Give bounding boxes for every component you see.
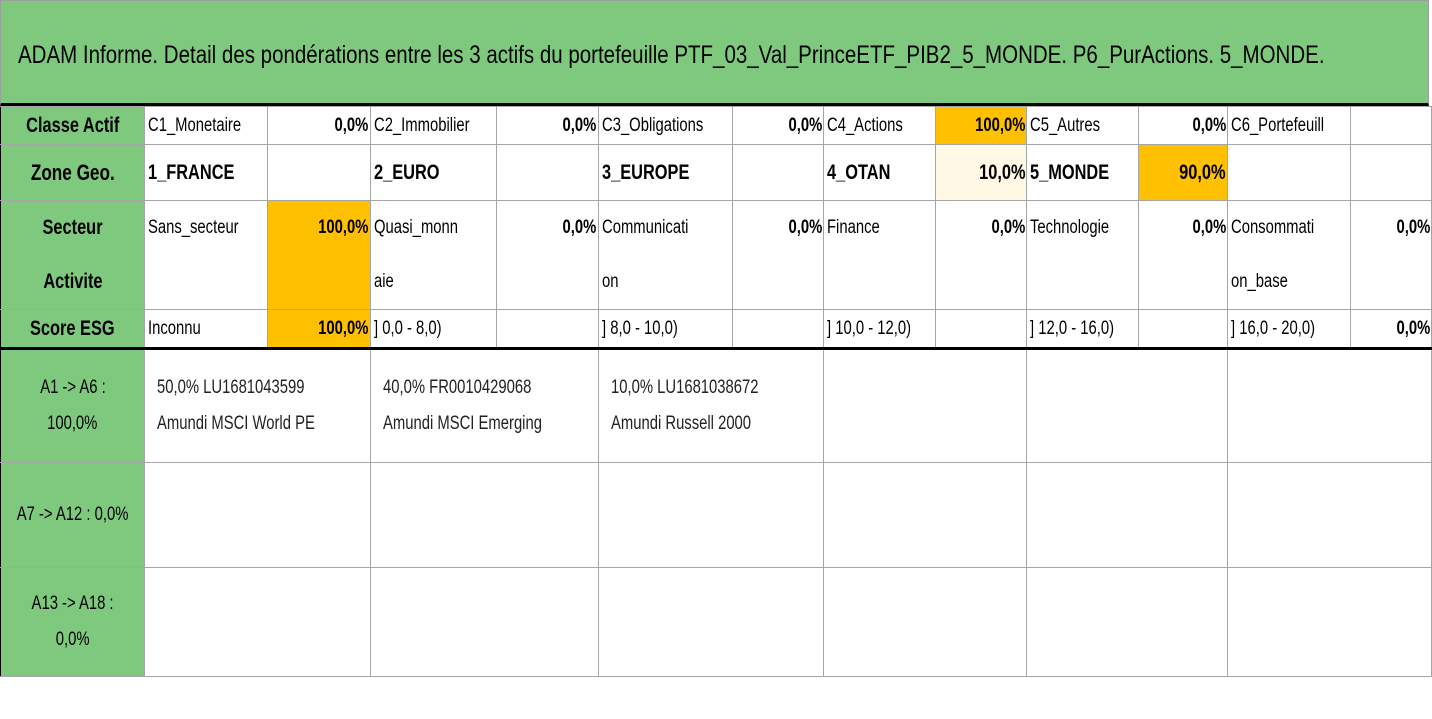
esg-label-6: ] 16,0 - 20,0)	[1226, 309, 1352, 350]
row-assets-a13-a18: A13 -> A18 :0,0%	[0, 567, 1432, 677]
asset-item-3: 10,0% LU1681038672 Amundi Russell 2000	[597, 348, 825, 463]
zone-label-4: 4_OTAN	[823, 144, 937, 201]
classe-label-c4: C4_Actions	[823, 106, 937, 145]
row-header-classe-actif: Classe Actif	[0, 106, 146, 145]
esg-value-4	[935, 309, 1028, 350]
asset-item-2: 40,0% FR0010429068 Amundi MSCI Emerging	[369, 348, 599, 463]
asset-empty-4	[823, 348, 1028, 463]
assets-group-a13-a18: A13 -> A18 :0,0%	[0, 567, 146, 677]
row-header-zone-geo: Zone Geo.	[0, 144, 146, 201]
row-assets-a1-a6: A1 -> A6 :100,0% 50,0% LU1681043599 Amund…	[0, 348, 1432, 463]
asset-empty-5	[1026, 348, 1228, 463]
zone-label-5: 5_MONDE	[1026, 144, 1139, 201]
esg-value-2	[496, 309, 599, 350]
secteur-value-3: 0,0%	[731, 200, 825, 310]
secteur-value-1: 100,0%	[267, 200, 371, 310]
asset-empty-16	[823, 567, 1028, 677]
esg-value-6: 0,0%	[1350, 309, 1432, 350]
classe-value-c2: 0,0%	[496, 106, 599, 145]
secteur-label-2: Quasi_monn aie	[369, 200, 498, 310]
row-classe-actif: Classe Actif C1_Monetaire 0,0% C2_Immobi…	[0, 106, 1432, 145]
zone-value-5: 90,0%	[1137, 144, 1228, 201]
esg-label-1: Inconnu	[144, 309, 269, 350]
secteur-value-6: 0,0%	[1350, 200, 1432, 310]
esg-label-2: ] 0,0 - 8,0)	[369, 309, 498, 350]
asset-empty-7	[144, 462, 371, 568]
asset-item-1: 50,0% LU1681043599 Amundi MSCI World PE	[144, 348, 371, 463]
secteur-label-5: Technologie	[1026, 200, 1139, 310]
asset-empty-18	[1226, 567, 1432, 677]
zone-value-6	[1350, 144, 1432, 201]
classe-value-c5: 0,0%	[1137, 106, 1228, 145]
row-header-secteur-activite: Secteur Activite	[0, 200, 146, 310]
classe-label-c5: C5_Autres	[1026, 106, 1139, 145]
asset-empty-14	[369, 567, 599, 677]
classe-label-c3: C3_Obligations	[597, 106, 733, 145]
asset-empty-13	[144, 567, 371, 677]
classe-value-c1: 0,0%	[267, 106, 371, 145]
row-header-score-esg: Score ESG	[0, 309, 146, 350]
assets-group-a7-a12: A7 -> A12 : 0,0%	[0, 462, 146, 568]
row-zone-geo: Zone Geo. 1_FRANCE 2_EURO 3_EUROPE 4_OTA…	[0, 144, 1432, 201]
secteur-label-1: Sans_secteur	[144, 200, 269, 310]
secteur-label-4: Finance	[823, 200, 937, 310]
asset-empty-11	[1026, 462, 1228, 568]
esg-label-3: ] 8,0 - 10,0)	[597, 309, 733, 350]
zone-value-3	[731, 144, 825, 201]
secteur-value-5: 0,0%	[1137, 200, 1228, 310]
classe-value-c3: 0,0%	[731, 106, 825, 145]
classe-value-c4: 100,0%	[935, 106, 1028, 145]
classe-label-c1: C1_Monetaire	[144, 106, 269, 145]
zone-label-3: 3_EUROPE	[597, 144, 733, 201]
esg-value-3	[731, 309, 825, 350]
esg-value-1: 100,0%	[267, 309, 371, 350]
secteur-label-3: Communicati on	[597, 200, 733, 310]
asset-empty-17	[1026, 567, 1228, 677]
classe-label-c6: C6_Portefeuill	[1226, 106, 1352, 145]
report-title: ADAM Informe. Detail des pondérations en…	[18, 41, 1325, 69]
esg-label-4: ] 10,0 - 12,0)	[823, 309, 937, 350]
zone-value-1	[267, 144, 371, 201]
classe-label-c2: C2_Immobilier	[369, 106, 498, 145]
weights-table: Classe Actif C1_Monetaire 0,0% C2_Immobi…	[0, 106, 1432, 677]
zone-label-1: 1_FRANCE	[144, 144, 269, 201]
row-assets-a7-a12: A7 -> A12 : 0,0%	[0, 462, 1432, 568]
zone-value-2	[496, 144, 599, 201]
zone-label-2: 2_EURO	[369, 144, 498, 201]
assets-group-a1-a6: A1 -> A6 :100,0%	[0, 348, 146, 463]
asset-empty-6	[1226, 348, 1432, 463]
secteur-label-6: Consommati on_base	[1226, 200, 1352, 310]
esg-label-5: ] 12,0 - 16,0)	[1026, 309, 1139, 350]
asset-empty-8	[369, 462, 599, 568]
esg-value-5	[1137, 309, 1228, 350]
asset-empty-9	[597, 462, 825, 568]
zone-value-4: 10,0%	[935, 144, 1028, 201]
classe-value-c6	[1350, 106, 1432, 145]
row-score-esg: Score ESG Inconnu 100,0% ] 0,0 - 8,0) ] …	[0, 309, 1432, 350]
asset-empty-10	[823, 462, 1028, 568]
report-title-bar: ADAM Informe. Detail des pondérations en…	[0, 0, 1429, 106]
asset-empty-12	[1226, 462, 1432, 568]
secteur-value-4: 0,0%	[935, 200, 1028, 310]
secteur-value-2: 0,0%	[496, 200, 599, 310]
asset-empty-15	[597, 567, 825, 677]
zone-label-6	[1226, 144, 1352, 201]
